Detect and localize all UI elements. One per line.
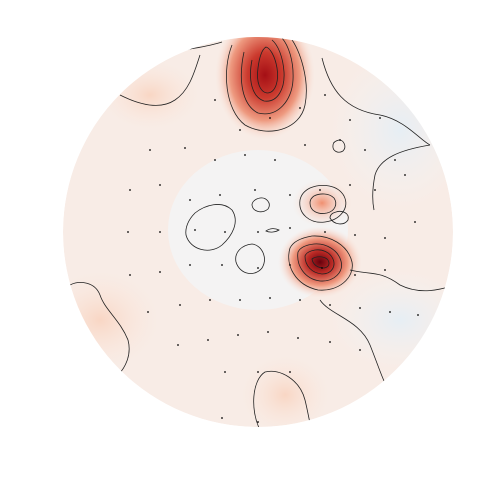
sensor [239,129,241,131]
sensor [289,227,291,229]
sensor [257,267,259,269]
sensor [349,184,351,186]
sensor [374,189,376,191]
sensor [269,297,271,299]
sensor [257,371,259,373]
negative-area [330,50,453,210]
sensor [269,117,271,119]
sensor [329,304,331,306]
sensor [324,231,326,233]
sensor [359,349,361,351]
sensor [159,231,161,233]
sensor [299,299,301,301]
sensor [129,189,131,191]
sensor [384,237,386,239]
sensor [224,231,226,233]
sensor [289,371,291,373]
sensor [339,139,341,141]
sensor [404,174,406,176]
sensor [221,417,223,419]
sensor [177,344,179,346]
sensor [274,159,276,161]
sensor [221,264,223,266]
sensors [127,94,419,423]
sensor [349,119,351,121]
sensor [354,234,356,236]
sensor [389,311,391,313]
sensor [364,149,366,151]
sensor [194,229,196,231]
sensor [304,144,306,146]
sensor [214,159,216,161]
sensor [319,189,321,191]
sensor [159,184,161,186]
sensor [209,299,211,301]
topomap [63,37,453,427]
sensor [417,314,419,316]
sensor [289,194,291,196]
sensor [384,269,386,271]
positive-area [63,270,160,370]
positive-area [240,355,330,427]
sensor [257,231,259,233]
positive-peak [215,37,315,140]
sensor [324,94,326,96]
sensor [394,159,396,161]
sensor [289,264,291,266]
sensor [354,274,356,276]
sensor [239,299,241,301]
contours [69,37,453,427]
sensor [329,341,331,343]
positive-peak [278,226,362,298]
sensor [129,274,131,276]
sensor [359,307,361,309]
sensor [214,99,216,101]
sensor [224,371,226,373]
sensor [127,231,129,233]
sensor [159,271,161,273]
sensor [267,331,269,333]
sensor [244,154,246,156]
sensor [189,264,191,266]
sensor [414,221,416,223]
positive-area [100,60,200,130]
sensor [379,117,381,119]
sensor [321,267,323,269]
sensor [207,339,209,341]
sensor [254,189,256,191]
sensor [297,337,299,339]
sensor [257,421,259,423]
positive-peak [292,179,352,227]
sensor [147,311,149,313]
sensor [149,149,151,151]
sensor [184,147,186,149]
sensor [189,199,191,201]
sensor [179,304,181,306]
sensor [237,334,239,336]
sensor [299,107,301,109]
sensor [219,194,221,196]
